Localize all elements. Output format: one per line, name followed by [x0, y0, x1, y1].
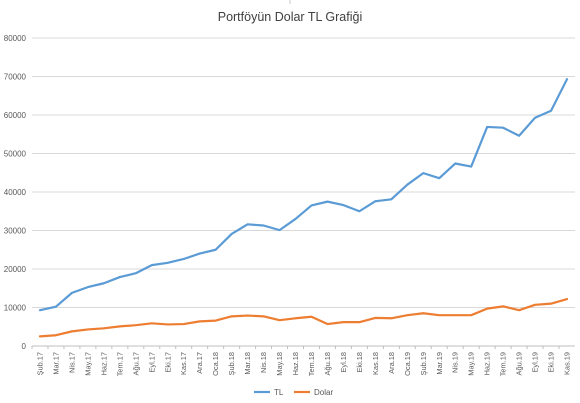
x-tick-label: Mar.18 [243, 352, 252, 375]
x-tick-label: Ağu.18 [323, 352, 332, 375]
x-tick-label: Ara.17 [195, 352, 204, 374]
x-tick-label: Şub.19 [419, 352, 428, 375]
x-tick-label: Tem.18 [307, 352, 316, 376]
x-tick-label: Şub.17 [35, 352, 44, 375]
legend-label-dolar: Dolar [314, 388, 333, 397]
chart-title: Portföyün Dolar TL Grafiği [218, 10, 363, 24]
series-lines [38, 78, 569, 338]
x-axis-ticks: Şub.17 Mar.17 Nis.17 May.17 Haz.17 Tem.17 Ağu.… [31, 346, 572, 376]
x-tick-label: Şub.18 [227, 352, 236, 375]
x-tick-label: Kas.17 [179, 352, 188, 375]
x-tick-label: Mar.17 [51, 352, 60, 375]
series-line-dolar [38, 297, 569, 338]
x-tick-label: May.19 [467, 352, 476, 376]
y-tick-label: 30000 [4, 227, 27, 236]
x-tick-label: Nis.19 [451, 352, 460, 373]
y-tick-label: 50000 [4, 150, 27, 159]
y-tick-label: 10000 [4, 304, 27, 313]
y-tick-label: 40000 [4, 188, 27, 197]
legend: TL Dolar [254, 388, 333, 397]
x-tick-label: Tem.17 [115, 352, 124, 376]
y-tick-label: 20000 [4, 265, 27, 274]
x-tick-label: Tem.19 [499, 352, 508, 376]
x-tick-label: Haz.18 [291, 352, 300, 375]
gridlines [32, 37, 575, 347]
y-axis-ticks: 0 10000 20000 30000 40000 50000 60000 70000 8000… [4, 34, 27, 351]
x-tick-label: Oca.18 [211, 352, 220, 376]
x-tick-label: Ağu.19 [515, 352, 524, 375]
x-tick-label: Eyl.18 [339, 352, 348, 373]
x-tick-label: Nis.17 [67, 352, 76, 373]
x-tick-label: Ağu.17 [131, 352, 140, 375]
y-tick-label: 80000 [4, 34, 27, 43]
x-tick-label: Kas.19 [563, 352, 572, 375]
legend-label-tl: TL [274, 388, 284, 397]
x-tick-label: Nis.18 [259, 352, 268, 373]
x-tick-label: Eyl.19 [531, 352, 540, 373]
x-tick-label: Eyl.17 [147, 352, 156, 373]
x-tick-label: May.18 [275, 352, 284, 376]
x-tick-label: Eki.17 [163, 352, 172, 373]
y-tick-label: 60000 [4, 111, 27, 120]
x-tick-label: Eki.19 [547, 352, 556, 373]
y-tick-label: 0 [22, 342, 27, 351]
x-tick-label: Oca.19 [403, 352, 412, 376]
x-tick-label: Mar.19 [435, 352, 444, 375]
x-tick-label: Kas.18 [371, 352, 380, 375]
x-tick-label: May.17 [83, 352, 92, 376]
x-tick-label: Haz.17 [99, 352, 108, 375]
y-tick-label: 70000 [4, 73, 27, 82]
x-tick-label: Eki.18 [355, 352, 364, 373]
series-line-tl [38, 78, 569, 312]
x-tick-label: Ara.18 [387, 352, 396, 374]
x-tick-label: Haz.19 [483, 352, 492, 375]
